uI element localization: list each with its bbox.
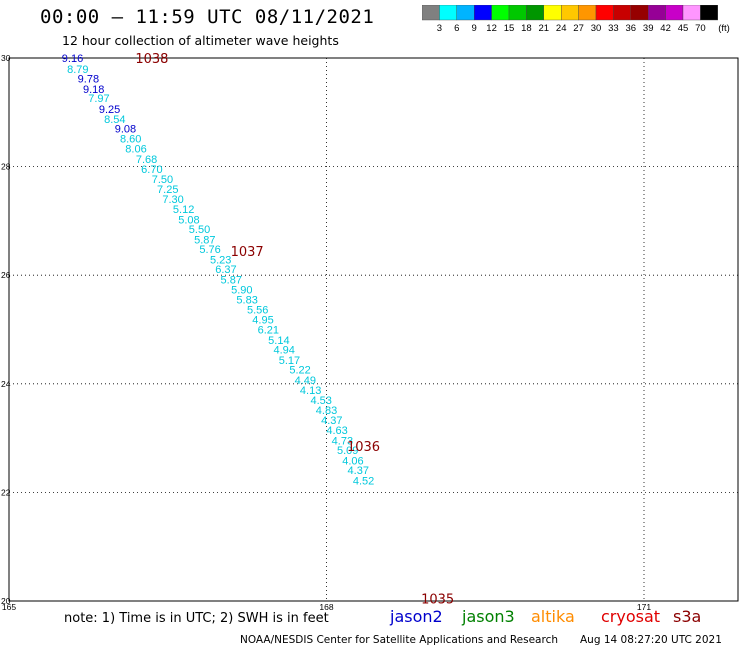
timestamp: Aug 14 08:27:20 UTC 2021 [580, 634, 722, 646]
map-title: 00:00 – 11:59 UTC 08/11/2021 [40, 6, 375, 28]
colorbar-tick-label: 12 [486, 23, 497, 34]
legend-sat-jason2: jason2 [390, 607, 443, 626]
west-track-wave-height: 5.08 [178, 214, 199, 226]
lat-tick-label: 20 [1, 596, 11, 606]
west-track-wave-height: 9.25 [99, 104, 120, 116]
lat-tick-label: 28 [1, 162, 11, 172]
west-track-wave-height: 5.22 [289, 365, 310, 377]
west-track-wave-height: 6.70 [141, 164, 162, 176]
west-track-wave-height: 5.56 [247, 304, 268, 316]
colorbar-tick-label: 9 [472, 23, 477, 34]
west-track-wave-height: 4.37 [321, 415, 342, 427]
colorbar-tick-label: 45 [678, 23, 689, 34]
west-track-wave-height: 4.49 [295, 375, 316, 387]
colorbar-tick-label: 33 [608, 23, 619, 34]
west-track-wave-height: 7.50 [152, 174, 173, 186]
west-track-wave-height: 5.87 [221, 275, 242, 287]
colorbar-tick-label: 24 [556, 23, 567, 34]
legend-sat-altika: altika [531, 607, 575, 626]
credit-text: NOAA/NESDIS Center for Satellite Applica… [240, 634, 558, 646]
map-frame [8, 57, 739, 602]
west-track-wave-height: 4.83 [316, 405, 337, 417]
west-track-wave-height: 5.90 [231, 284, 252, 296]
west-track-wave-height: 4.63 [326, 425, 347, 437]
colorbar-tick-label: 21 [539, 23, 550, 34]
colorbar-tick-label: 3 [437, 23, 442, 34]
west-track-wave-height: 6.21 [258, 325, 279, 337]
lon-tick-label: 168 [319, 602, 333, 612]
west-track-wave-height: 5.87 [194, 234, 215, 246]
west-track-wave-height: 4.73 [332, 435, 353, 447]
map-subtitle: 12 hour collection of altimeter wave hei… [62, 33, 339, 48]
footnote: note: 1) Time is in UTC; 2) SWH is in fe… [64, 611, 329, 626]
west-track-wave-height: 9.78 [78, 74, 99, 86]
lat-tick-label: 24 [1, 379, 11, 389]
west-track-wave-height: 5.09 [337, 445, 358, 457]
west-track-wave-height: 8.60 [120, 133, 141, 145]
west-track-wave-height: 7.30 [162, 194, 183, 206]
lat-tick-label: 30 [1, 53, 11, 63]
colorbar-tick-label: 6 [454, 23, 459, 34]
west-track-time-label: 1037 [231, 245, 264, 260]
west-track-wave-height: 5.17 [279, 355, 300, 367]
west-track-wave-height: 7.97 [88, 93, 109, 105]
colorbar-unit: (ft) [718, 23, 730, 34]
colorbar-tick-label: 18 [521, 23, 532, 34]
lat-tick-label: 22 [1, 487, 11, 497]
colorbar-tick-label: 39 [643, 23, 654, 34]
west-track-wave-height: 7.25 [157, 184, 178, 196]
west-track-wave-height: 8.06 [125, 144, 146, 156]
west-track-wave-height: 4.13 [300, 385, 321, 397]
west-track-wave-height: 4.95 [252, 315, 273, 327]
west-track-wave-height: 5.23 [210, 254, 231, 266]
lat-tick-label: 26 [1, 270, 11, 280]
west-track-wave-height: 8.54 [104, 114, 125, 126]
lon-tick-label: 165 [2, 602, 16, 612]
west-track-time-label: 1038 [135, 52, 168, 67]
west-track-wave-height: 5.83 [236, 295, 257, 307]
west-track-wave-height: 4.53 [310, 395, 331, 407]
colorbar-tick-label: 30 [591, 23, 602, 34]
west-track-wave-height: 6.37 [215, 264, 236, 276]
colorbar-tick-label: 27 [573, 23, 584, 34]
west-track-wave-height: 4.06 [342, 455, 363, 467]
west-track-time-label: 1035 [421, 592, 454, 607]
west-track-wave-height: 4.94 [273, 345, 294, 357]
colorbar-tick-label: 70 [695, 23, 706, 34]
color-scale-legend: 3 6 9 12 15 18 21 24 27 30 33 36 39 42 45 70 (ft) [422, 5, 730, 34]
west-track-wave-height: 4.52 [353, 475, 374, 487]
colorbar-tick-label: 42 [660, 23, 671, 34]
west-track-wave-height: 5.76 [199, 244, 220, 256]
west-track-wave-height: 4.37 [348, 465, 369, 477]
colorbar-tick-label: 36 [626, 23, 637, 34]
colorbar-swatch [700, 5, 718, 21]
west-track-wave-height: 5.12 [173, 204, 194, 216]
legend-sat-cryosat: cryosat [601, 607, 661, 626]
west-track-wave-height: 9.16 [62, 53, 83, 65]
lon-tick-label: 171 [637, 602, 651, 612]
west-track-wave-height: 5.50 [189, 224, 210, 236]
west-track-wave-height: 8.79 [67, 64, 88, 76]
legend-sat-s3a: s3a [673, 607, 702, 626]
west-track-wave-height: 7.68 [136, 154, 157, 166]
west-track-time-label: 1036 [347, 440, 380, 455]
west-track-wave-height: 9.18 [83, 84, 104, 96]
legend-sat-jason3: jason3 [462, 607, 515, 626]
west-track-wave-height: 9.08 [115, 124, 136, 136]
west-track-wave-height: 5.14 [268, 335, 289, 347]
colorbar-tick-label: 15 [504, 23, 515, 34]
